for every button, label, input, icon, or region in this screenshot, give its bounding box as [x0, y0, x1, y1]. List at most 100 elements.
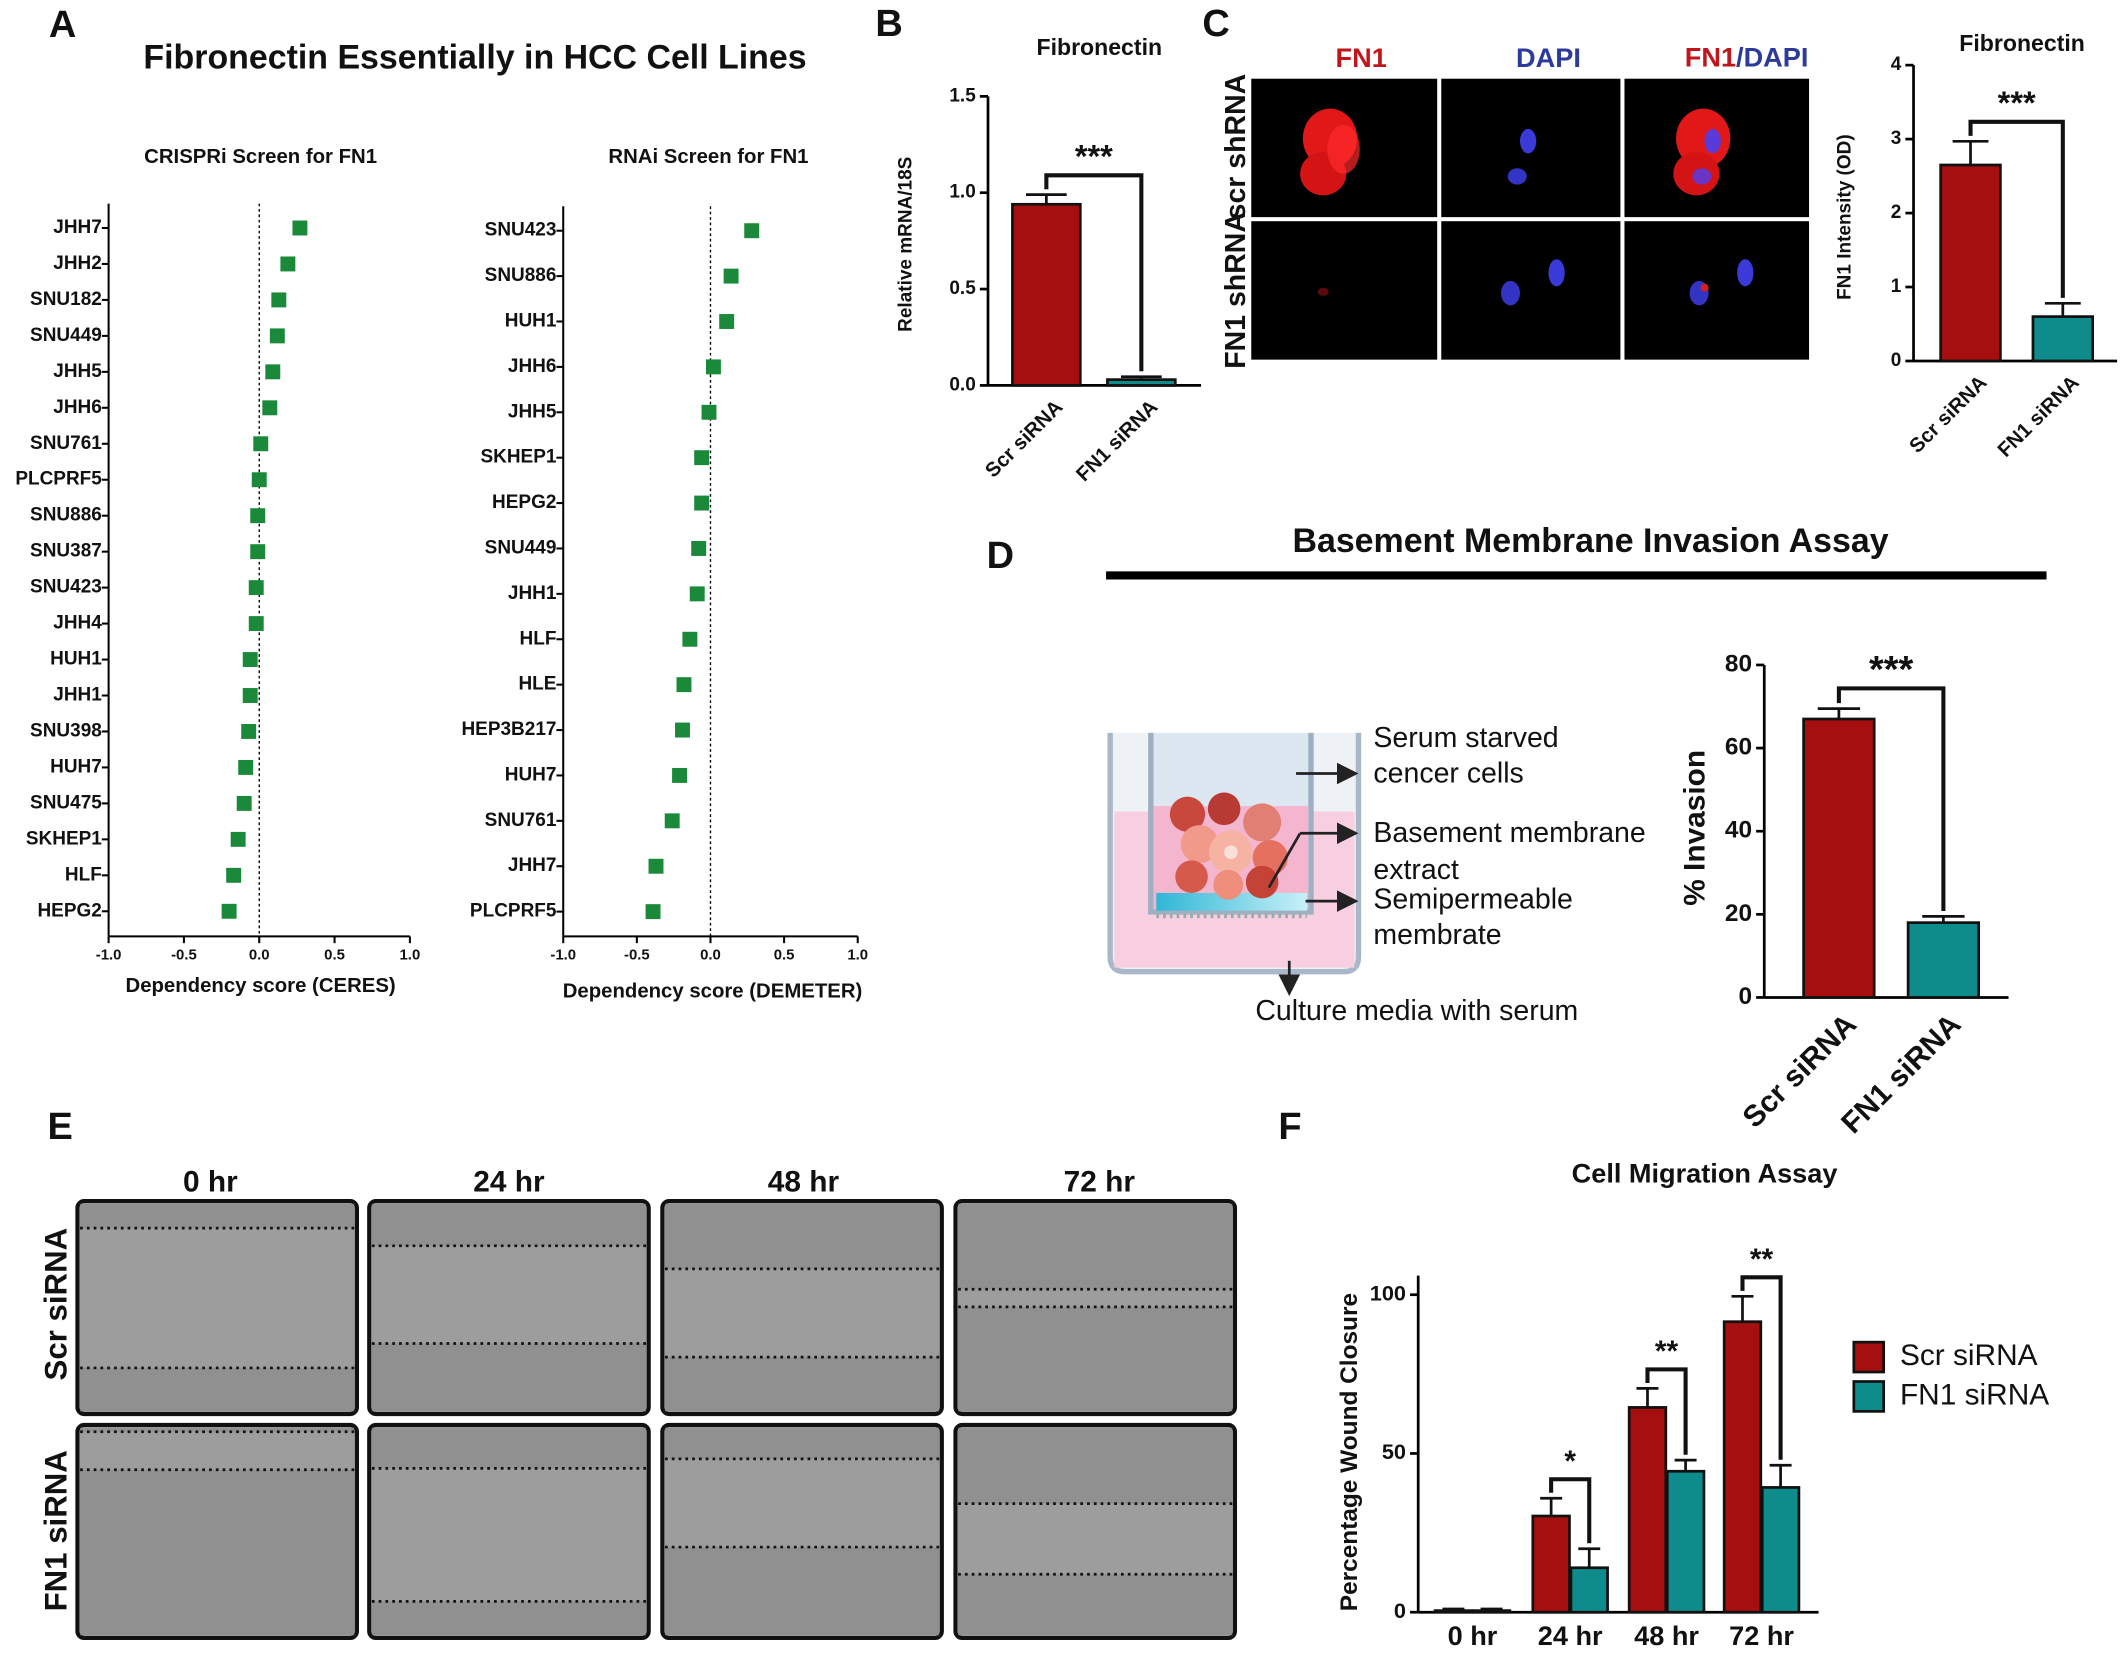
- bar: [1627, 1406, 1668, 1614]
- x-tick-label: Scr siRNA: [981, 396, 1067, 482]
- dot: [241, 724, 257, 739]
- y-tick-label: HEP3B217: [461, 719, 556, 740]
- bar: [2031, 315, 2095, 363]
- x-tick-label: 0.5: [774, 946, 795, 963]
- merge-label-part: /DAPI: [1736, 42, 1808, 73]
- y-tick-label: HEPG2: [492, 492, 556, 513]
- legend-swatch: [1852, 1380, 1886, 1413]
- significance-bracket: [1836, 686, 1946, 911]
- x-tick-label: 0.0: [700, 946, 721, 963]
- diagram-label: membrate: [1373, 919, 1501, 951]
- cell-layer: [958, 1306, 1233, 1412]
- y-tick-label: SNU423: [30, 577, 102, 598]
- chart-title: CRISPRi Screen for FN1: [144, 146, 377, 168]
- y-tick-label: 0: [1738, 983, 1752, 1010]
- y-tick-label: 100: [1370, 1280, 1406, 1305]
- y-tick-label: JHH1: [53, 685, 102, 706]
- y-tick-label: SNU475: [30, 792, 102, 813]
- y-tick-label: HUH7: [50, 756, 102, 777]
- dot: [723, 268, 739, 284]
- panel-letter: E: [48, 1106, 73, 1148]
- y-tick-label: 40: [1725, 817, 1752, 844]
- y-axis-label: Relative mRNA/18S: [896, 157, 917, 332]
- y-tick-label: 1: [1891, 276, 1902, 297]
- x-tick-label: 0.5: [324, 946, 345, 963]
- y-tick-label: 1.0: [949, 182, 975, 203]
- x-tick-label: -1.0: [550, 946, 576, 963]
- y-tick-label: HLF: [520, 628, 557, 649]
- legend-label: FN1 siRNA: [1900, 1378, 2049, 1411]
- dot: [682, 631, 698, 647]
- bar: [1011, 202, 1082, 387]
- wound-image: [75, 1198, 359, 1417]
- y-tick-label: JHH6: [53, 397, 102, 418]
- y-tick-label: PLCPRF5: [15, 469, 102, 490]
- y-tick-label: SNU423: [485, 220, 557, 241]
- y-tick-label: SKHEP1: [480, 447, 556, 468]
- y-tick-label: 20: [1725, 900, 1752, 927]
- dot: [250, 544, 266, 560]
- diagram-label: Semipermeable: [1373, 884, 1573, 916]
- panel-letter: C: [1202, 3, 1229, 45]
- bar: [1531, 1514, 1571, 1614]
- x-axis-label: Dependency score (CERES): [126, 975, 396, 997]
- error-bar: [1026, 193, 1067, 205]
- y-tick-label: 60: [1725, 734, 1752, 761]
- y-tick-label: 80: [1725, 650, 1752, 677]
- image-row-label: Scr siRNA: [39, 1228, 74, 1381]
- bar: [1760, 1486, 1801, 1614]
- y-tick-label: HEPG2: [37, 900, 101, 921]
- y-tick-label: 0.5: [949, 278, 976, 299]
- y-axis-label: FN1 Intensity (OD): [1835, 134, 1856, 300]
- bar: [1722, 1320, 1763, 1614]
- y-tick-label: 4: [1891, 54, 1902, 75]
- significance-label: ***: [1998, 85, 2036, 121]
- dot: [248, 580, 264, 596]
- x-tick-label: 1.0: [400, 946, 421, 963]
- dot: [676, 677, 692, 693]
- y-tick-label: JHH1: [508, 583, 557, 604]
- x-tick-label: -0.5: [624, 946, 650, 963]
- bar: [1906, 921, 1981, 999]
- bar: [1939, 163, 2002, 363]
- dot: [701, 404, 717, 420]
- significance-bracket: [1044, 173, 1144, 372]
- error-bar: [1922, 915, 1965, 923]
- wound-images: [75, 1198, 1238, 1641]
- error-bar: [1817, 707, 1861, 720]
- dot: [691, 541, 707, 556]
- y-tick-label: SNU387: [30, 541, 102, 562]
- image-row-label: FN1 shRNA: [1220, 212, 1252, 369]
- x-tick-label: 0.0: [249, 946, 270, 963]
- y-axis-label: Percentage Wound Closure: [1336, 1293, 1363, 1611]
- error-bar: [2044, 301, 2081, 317]
- significance-label: **: [1750, 1243, 1774, 1276]
- dot: [280, 256, 296, 272]
- y-tick-label: HLF: [65, 864, 102, 885]
- y-tick-label: SNU449: [485, 537, 557, 558]
- panel-letter: B: [875, 3, 902, 45]
- dot: [221, 903, 237, 919]
- x-tick-label: Scr siRNA: [1906, 372, 1992, 458]
- invasion-diagram: [1107, 732, 1362, 997]
- bar: [1665, 1469, 1706, 1614]
- x-tick-label: 48 hr: [1634, 1620, 1699, 1651]
- error-bar: [1480, 1607, 1503, 1611]
- bar: [1106, 378, 1177, 387]
- y-axis-label: % Invasion: [1678, 750, 1711, 906]
- significance-bracket: [1968, 119, 2065, 298]
- x-tick-label: 72 hr: [1729, 1620, 1794, 1651]
- error-bar: [1578, 1547, 1601, 1568]
- cell-layer: [665, 1427, 940, 1459]
- cell-layer: [665, 1357, 940, 1412]
- y-tick-label: HUH1: [505, 311, 557, 332]
- y-tick-label: SNU886: [30, 505, 102, 526]
- dot: [694, 495, 710, 511]
- panel-title: Fibronectin Essentially in HCC Cell Line…: [143, 39, 806, 77]
- cell-layer: [371, 1203, 647, 1246]
- image-column-label: 72 hr: [1064, 1165, 1136, 1198]
- dot: [645, 904, 661, 920]
- y-tick-label: SNU182: [30, 289, 102, 310]
- cell-layer: [371, 1343, 647, 1412]
